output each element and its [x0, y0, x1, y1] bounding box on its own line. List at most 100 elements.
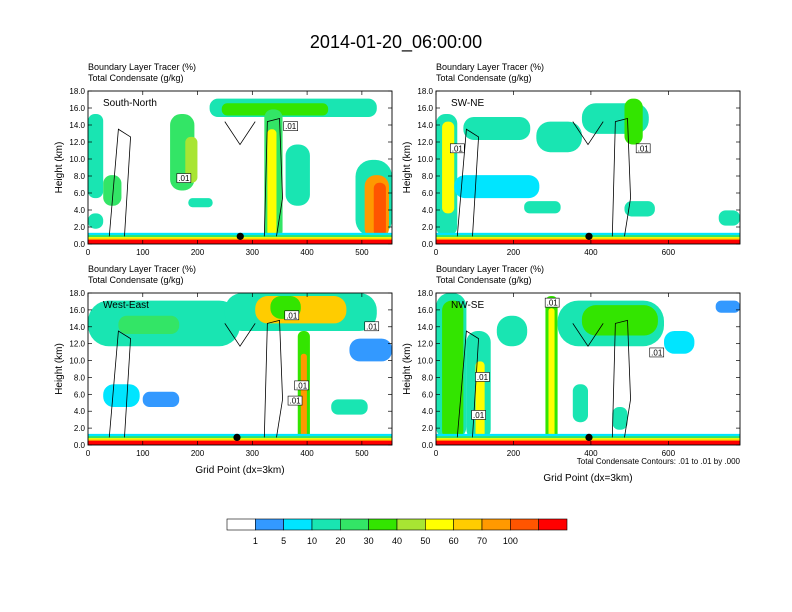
- y-tick-label: 4.0: [74, 206, 86, 215]
- y-tick-label: 4.0: [422, 407, 434, 416]
- y-tick-label: 12.0: [69, 340, 85, 349]
- y-tick-label: 0.0: [422, 240, 434, 249]
- field-blob: [524, 201, 561, 214]
- field-blob: [255, 296, 347, 324]
- colorbar: 1 5 10 20 30 40 50 60 70 100: [226, 518, 568, 546]
- panel-3: .01 .01 .01 .01 West-East Boundary Layer Trac…: [54, 264, 393, 476]
- header-line-1: Boundary Layer Tracer (%): [436, 62, 544, 72]
- y-tick-label: 16.0: [69, 306, 85, 315]
- y-tick-label: 6.0: [74, 390, 86, 399]
- x-tick-label: 200: [191, 449, 205, 458]
- figure-title: 2014-01-20_06:00:00: [309, 32, 483, 52]
- contour-label-box: [475, 372, 490, 382]
- panel-title: South-North: [103, 98, 157, 109]
- panel-title: NW-SE: [451, 300, 484, 311]
- field-blob: [373, 182, 386, 237]
- header-line-2: Total Condensate (g/kg): [88, 73, 184, 83]
- panel-title: West-East: [103, 300, 149, 311]
- tracer-field: [436, 91, 740, 244]
- x-tick-label: 400: [300, 248, 314, 257]
- colorbar-segment: [453, 518, 483, 531]
- contour-label-box: [287, 395, 303, 406]
- y-tick-label: 14.0: [69, 323, 85, 332]
- panel-4: .01 .01 .01 .01 NW-SE Boundary Layer Tracer (…: [402, 264, 741, 484]
- contour-line: [611, 319, 631, 438]
- contour-label: .01: [477, 373, 489, 382]
- y-tick-label: 14.0: [417, 323, 433, 332]
- x-tick-label: 0: [434, 449, 439, 458]
- contour-footnote: Total Condensate Contours: .01 to .01 by…: [577, 457, 741, 466]
- y-tick-label: 10.0: [417, 155, 433, 164]
- y-tick-label: 12.0: [417, 138, 433, 147]
- x-tick-label: 400: [584, 248, 598, 257]
- contour-line: [263, 118, 283, 237]
- contour-label: .01: [366, 322, 378, 331]
- colorbar-segment: [340, 518, 369, 531]
- y-tick-label: 14.0: [417, 121, 433, 130]
- colorbar-segment: [510, 518, 539, 531]
- field-blob: [548, 308, 555, 438]
- contour-label: .01: [473, 411, 485, 420]
- y-tick-label: 2.0: [422, 424, 434, 433]
- field-blob: [612, 407, 628, 430]
- contour-label: .01: [286, 311, 298, 320]
- field-blob: [454, 175, 540, 199]
- condensate-contours: [456, 118, 631, 237]
- contour-line: [108, 330, 131, 438]
- header-line-1: Boundary Layer Tracer (%): [436, 264, 544, 274]
- field-blob: [103, 175, 122, 206]
- header-line-1: Boundary Layer Tracer (%): [88, 264, 196, 274]
- y-tick-label: 12.0: [69, 138, 85, 147]
- colorbar-label: 50: [420, 536, 430, 546]
- field-blob: [185, 136, 198, 183]
- y-axis-label: Height (km): [54, 142, 65, 194]
- x-tick-label: 300: [246, 449, 260, 458]
- colorbar-label: 70: [477, 536, 487, 546]
- contour-label-box: [283, 121, 298, 131]
- y-tick-label: 8.0: [422, 373, 434, 382]
- panel-title: SW-NE: [451, 98, 484, 109]
- colorbar-segment: [311, 518, 341, 531]
- contour-line: [572, 121, 604, 146]
- y-tick-label: 12.0: [417, 340, 433, 349]
- field-blob: [624, 98, 643, 145]
- contour-label: .01: [452, 144, 464, 153]
- y-tick-label: 6.0: [74, 189, 86, 198]
- contour-line: [108, 128, 131, 237]
- plot-frame: [435, 90, 741, 245]
- field-blob: [349, 338, 392, 362]
- y-axis-label: Height (km): [54, 343, 65, 395]
- colorbar-label: 1: [253, 536, 258, 546]
- boundary-layer-band: [88, 239, 392, 244]
- condensate-contours: [108, 118, 283, 237]
- x-tick-label: 500: [355, 248, 369, 257]
- field-blob: [581, 305, 658, 336]
- x-tick-label: 200: [507, 248, 521, 257]
- y-tick-label: 16.0: [69, 104, 85, 113]
- contour-line: [224, 323, 256, 347]
- y-tick-label: 18.0: [69, 289, 85, 298]
- x-tick-label: 0: [86, 449, 91, 458]
- field-blob: [536, 121, 582, 153]
- contour-line: [572, 323, 604, 347]
- y-tick-label: 10.0: [69, 155, 85, 164]
- header-line-2: Total Condensate (g/kg): [436, 275, 532, 285]
- location-marker: [585, 232, 593, 240]
- field-blob: [331, 399, 368, 415]
- contour-label: .01: [547, 299, 559, 308]
- plot-frame: [87, 90, 393, 245]
- panels-group: .01 .01 South-North Boundary Layer Tracer (…: [54, 62, 741, 484]
- x-tick-label: 0: [86, 248, 91, 257]
- tracer-field: [436, 293, 740, 445]
- contour-label-box: [649, 347, 665, 358]
- colorbar-label: 100: [503, 536, 518, 546]
- contour-label-box: [471, 410, 486, 420]
- location-marker: [236, 232, 244, 240]
- field-blob: [188, 198, 213, 208]
- contour-line: [456, 330, 479, 438]
- x-axis-label: Grid Point (dx=3km): [195, 465, 284, 476]
- boundary-layer-band: [88, 440, 392, 445]
- header-line-1: Boundary Layer Tracer (%): [88, 62, 196, 72]
- location-marker: [233, 433, 241, 441]
